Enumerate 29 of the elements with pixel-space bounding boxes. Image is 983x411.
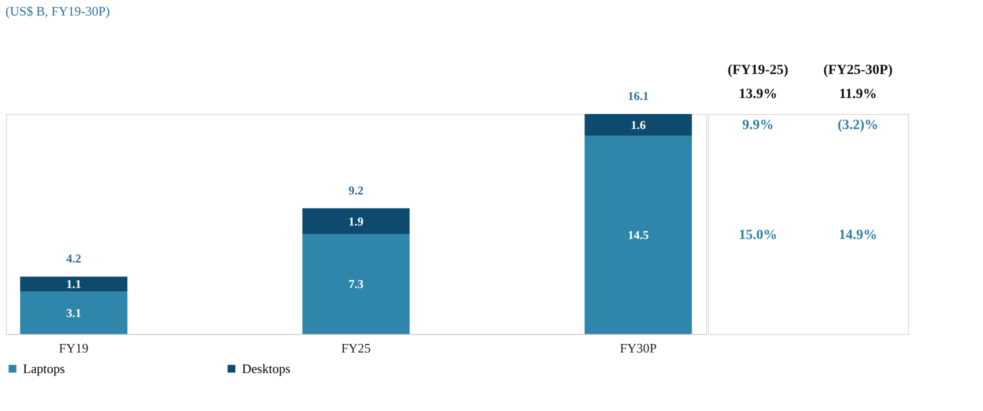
data-label: 3.1: [66, 306, 82, 320]
legend-label: Laptops: [23, 360, 65, 376]
text: 14.9%: [838, 228, 878, 243]
total-label: 16.1: [628, 89, 649, 103]
bar: [584, 136, 692, 334]
bar: [302, 208, 410, 234]
text: 13.9%: [738, 87, 778, 102]
text: (FY25-30P): [823, 63, 893, 78]
total-label: 9.2: [348, 183, 364, 198]
text: 11.9%: [839, 87, 877, 102]
data-label: 1.9: [348, 214, 364, 228]
text: (FY19-25): [728, 63, 789, 78]
data-label: 7.3: [348, 277, 364, 292]
text: 9.9%: [742, 118, 774, 133]
data-label: 1.1: [66, 277, 82, 292]
x-tick-label: FY19: [58, 340, 89, 356]
legend-label: Desktops: [242, 360, 290, 376]
bar: [20, 276, 128, 292]
bar: [20, 292, 128, 334]
text: (3.2)%: [838, 118, 878, 133]
data-label: 1.6: [630, 118, 646, 132]
x-tick-label: FY25: [341, 340, 371, 356]
data-label: 14.5: [628, 228, 649, 242]
text: 15.0%: [738, 228, 778, 243]
x-tick-label: FY30P: [620, 340, 657, 356]
bar: [302, 234, 410, 334]
chart-subtitle: (US$ B, FY19-30P): [6, 4, 110, 18]
bar: [584, 114, 692, 136]
total-label: 4.2: [66, 252, 82, 266]
